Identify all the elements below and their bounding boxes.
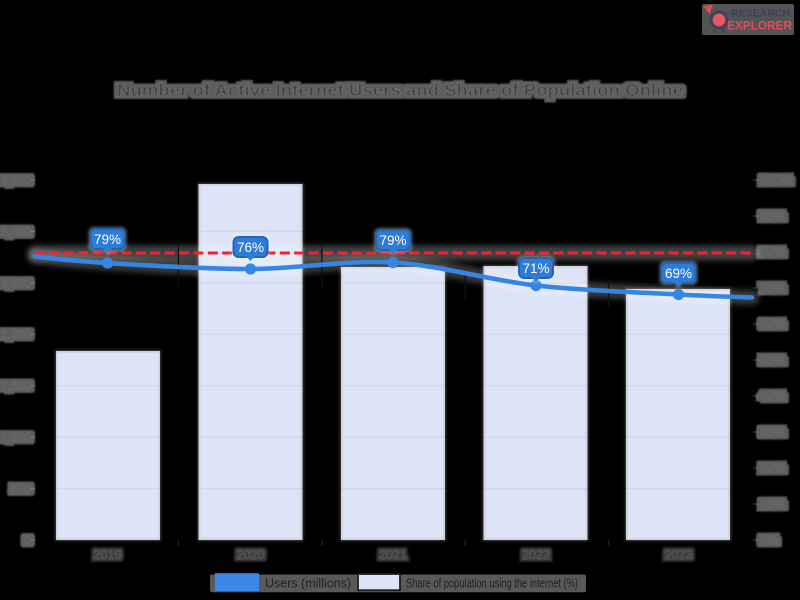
svg-text:2,000: 2,000 [1,328,31,342]
svg-text:69%: 69% [665,266,692,281]
svg-text:50%: 50% [760,353,785,367]
svg-text:76%: 76% [237,240,264,255]
svg-text:79%: 79% [379,233,406,248]
svg-text:70%: 70% [760,281,785,295]
svg-text:2,500: 2,500 [1,276,31,290]
svg-text:100%: 100% [760,173,792,187]
svg-text:10%: 10% [760,497,785,511]
svg-text:RESEARCH: RESEARCH [731,9,790,20]
svg-text:2023: 2023 [665,548,693,562]
svg-text:2020: 2020 [237,548,265,562]
svg-text:0: 0 [24,533,31,547]
svg-text:EXPLORER: EXPLORER [727,21,793,33]
svg-text:79%: 79% [94,232,121,247]
svg-text:2021: 2021 [379,548,407,562]
svg-text:3,000: 3,000 [1,225,31,239]
svg-text:71%: 71% [522,261,549,276]
svg-text:2019: 2019 [94,548,122,562]
svg-text:3,500: 3,500 [1,173,31,187]
svg-text:0%: 0% [760,533,778,547]
svg-text:2022: 2022 [522,548,550,562]
svg-text:20%: 20% [760,461,785,475]
svg-text:40%: 40% [760,389,785,403]
svg-text:Share of population using the: Share of population using the internet (… [406,577,578,591]
svg-text:1,000: 1,000 [1,431,31,445]
svg-text:Users (millions): Users (millions) [265,577,351,591]
svg-text:1,500: 1,500 [1,379,31,393]
svg-text:90%: 90% [760,209,785,223]
svg-text:80%: 80% [760,245,785,259]
svg-text:500: 500 [11,482,31,496]
svg-text:Number of Active Internet User: Number of Active Internet Users and Shar… [117,80,683,100]
svg-text:60%: 60% [760,317,785,331]
svg-text:30%: 30% [760,425,785,439]
